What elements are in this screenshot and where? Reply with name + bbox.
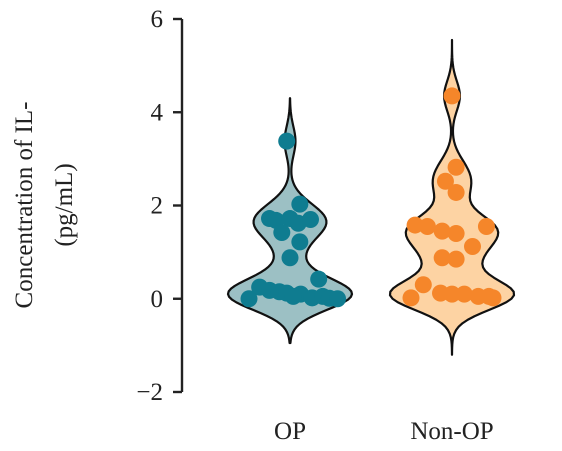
data-point <box>284 287 302 305</box>
data-point <box>433 249 451 267</box>
data-point <box>418 217 436 235</box>
y-axis-ticks: −2 0 2 4 6 <box>136 6 182 406</box>
data-point <box>447 183 465 201</box>
data-point <box>447 224 465 242</box>
data-point <box>447 250 465 268</box>
data-point <box>443 285 461 303</box>
data-point <box>414 276 432 294</box>
data-point <box>443 87 461 105</box>
data-point <box>291 233 309 251</box>
data-point <box>436 172 454 190</box>
data-point <box>464 238 481 256</box>
data-point <box>433 222 451 240</box>
data-point <box>447 158 465 176</box>
data-point <box>240 290 258 308</box>
x-axis-tick-labels: OP Non-OP <box>274 418 494 445</box>
data-point <box>480 287 498 305</box>
data-point <box>291 195 309 213</box>
x-tick-label: Non-OP <box>410 418 493 445</box>
data-point <box>302 210 319 228</box>
y-tick-label: 4 <box>151 99 164 126</box>
violins <box>226 38 516 356</box>
y-tick-label: 6 <box>151 6 164 33</box>
data-point <box>278 132 296 150</box>
data-point <box>281 249 299 267</box>
data-point <box>406 216 424 234</box>
data-point <box>273 224 291 242</box>
y-tick-label: −2 <box>136 379 163 406</box>
data-points <box>240 87 502 308</box>
y-tick-label: 0 <box>151 286 164 313</box>
y-tick-label: 2 <box>151 193 164 220</box>
y-axis-title-line-1: Concentration of IL- <box>11 102 38 309</box>
data-point <box>402 289 420 307</box>
data-point <box>477 217 495 235</box>
data-point <box>329 290 347 308</box>
data-point <box>455 285 473 303</box>
x-tick-label: OP <box>274 418 306 445</box>
y-axis-title-line-2: (pg/mL) <box>51 163 78 246</box>
data-point <box>310 270 328 288</box>
